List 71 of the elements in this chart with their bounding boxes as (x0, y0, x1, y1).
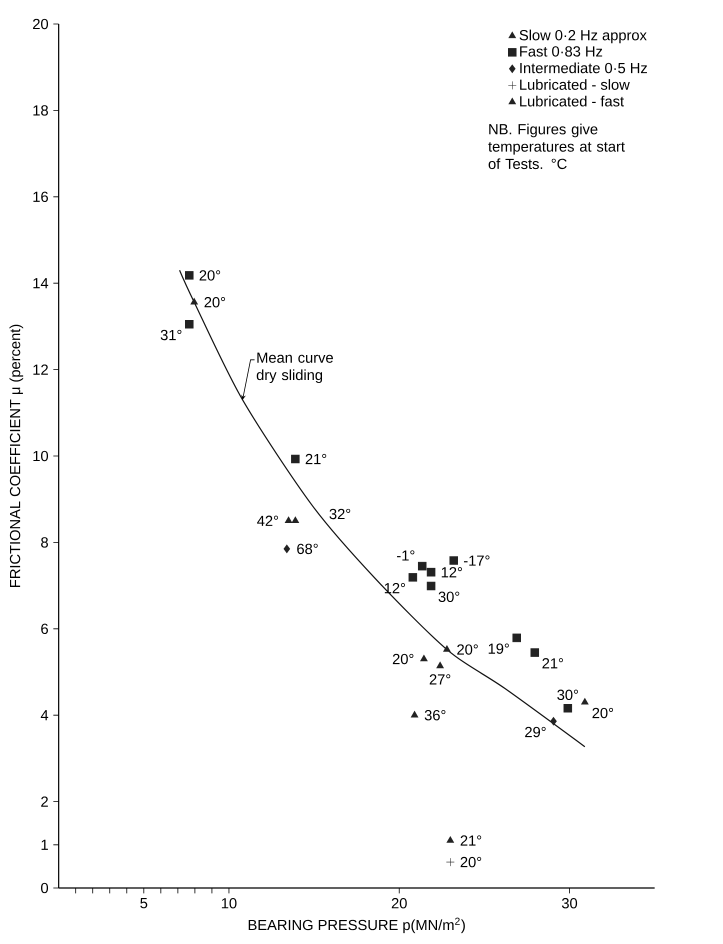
point (185, 271, 194, 280)
annotation: 30° (438, 592, 460, 602)
x-axis-title: BEARING PRESSURE p(MN/m$^{2}$) (248, 918, 465, 934)
annotation: 20° (200, 270, 220, 281)
legend-label: Fast 0·83 Hz (520, 46, 602, 57)
legend-label: Slow 0·2 Hz approx (520, 30, 647, 44)
y-tick-label: 14 (33, 278, 48, 288)
point (564, 704, 572, 713)
series-label: Mean curve dry sliding (256, 352, 333, 384)
annotation: 21° (542, 658, 563, 668)
annotation: -17° (464, 555, 490, 566)
legend-label: Lubricated - fast (520, 96, 624, 106)
point (291, 454, 300, 464)
annotation: 20° (460, 856, 482, 868)
annotation: 12° (384, 583, 406, 594)
annotation: 31° (160, 330, 182, 340)
y-tick-label: 0 (41, 882, 48, 894)
point (420, 654, 428, 662)
y-tick-label: 8 (41, 537, 48, 548)
point (284, 544, 290, 554)
y-tick-label: 20 (33, 18, 48, 30)
legend-label: Lubricated - slow (520, 79, 630, 90)
annotation: 68° (297, 544, 318, 554)
point (408, 573, 418, 582)
legend-label: Intermediate 0·5 Hz (520, 62, 647, 74)
annotation: 30° (557, 690, 578, 700)
point (446, 836, 454, 843)
annotation: 29° (525, 726, 546, 738)
x-tick-label: 10 (222, 898, 237, 908)
point (410, 710, 418, 718)
y-tick-label: 6 (41, 624, 48, 634)
point (418, 562, 426, 570)
y-tick-label: 18 (33, 105, 48, 116)
annotation: -1° (397, 550, 414, 561)
point (284, 516, 292, 524)
x-tick-label: 20 (392, 898, 407, 908)
point (530, 648, 540, 657)
point (443, 645, 451, 652)
y-tick-label: 16 (33, 192, 48, 202)
annotation: 42° (257, 516, 278, 526)
annotation: 27° (430, 674, 450, 684)
point (449, 556, 458, 565)
point (190, 298, 198, 304)
point (185, 320, 194, 328)
x-tick-label: 30 (562, 898, 578, 908)
annotation: 20° (457, 644, 478, 655)
y-tick-label: 4 (40, 710, 48, 720)
x-tick-label: 5 (140, 898, 148, 908)
point (550, 716, 557, 726)
annotation: 20° (592, 708, 614, 718)
point (446, 858, 455, 866)
annotation: 12° (442, 567, 462, 578)
y-tick-label: 1 (42, 840, 48, 850)
annotation: 36° (424, 710, 446, 720)
point (436, 662, 444, 668)
point (581, 698, 589, 704)
annotation: 20° (204, 297, 226, 308)
point (426, 568, 436, 576)
point (426, 582, 436, 590)
y-axis-title: FRICTIONAL COEFFICIENT μ (percent) (9, 324, 24, 587)
annotation: 20° (392, 654, 414, 664)
annotation: 21° (460, 835, 482, 846)
annotation: NB. Figures give temperatures at start of Tests. °C (488, 124, 625, 170)
annotation: 32° (330, 508, 350, 520)
annotation: 19° (488, 643, 509, 654)
annotation: 21° (306, 454, 326, 464)
point (512, 634, 521, 642)
point (292, 516, 300, 524)
y-tick-label: 10 (33, 450, 48, 462)
y-tick-label: 12 (33, 364, 48, 375)
y-tick-label: 2 (41, 796, 48, 807)
